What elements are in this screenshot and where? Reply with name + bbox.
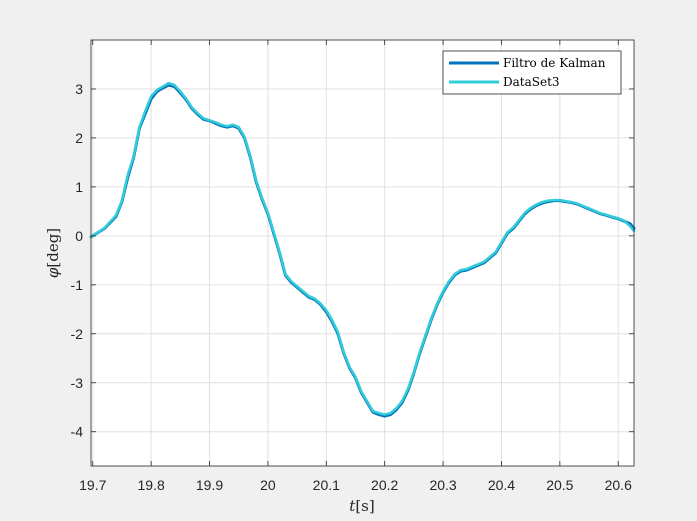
y-tick-label: 1 — [75, 179, 83, 195]
y-tick-label: 0 — [75, 228, 83, 244]
legend: Filtro de Kalman DataSet3 — [442, 50, 622, 95]
y-tick-label: 2 — [75, 130, 83, 146]
x-tick-label: 20.1 — [313, 477, 340, 493]
y-tick-label: -4 — [71, 424, 84, 440]
series-line-dataset3 — [89, 81, 636, 416]
y-tick-label: -2 — [71, 326, 84, 342]
legend-box — [442, 50, 622, 95]
x-tick-label: 19.9 — [196, 477, 223, 493]
x-axis-label: t[s] — [349, 497, 374, 515]
legend-label-kalman: Filtro de Kalman — [503, 56, 606, 70]
y-tick-label: -3 — [71, 375, 84, 391]
x-tick-label: 20.5 — [546, 477, 573, 493]
x-tick-label: 20.6 — [605, 477, 632, 493]
y-tick-label: -1 — [71, 277, 84, 293]
x-axis-label-var: t — [349, 497, 356, 515]
x-axis-label-unit: [s] — [355, 497, 374, 515]
y-axis-label: φ[deg] — [44, 228, 62, 278]
tick-labels: 19.7 19.8 19.9 20 20.1 20.2 20.3 20.4 20.5 20.6-4… — [71, 81, 633, 493]
ticks — [91, 40, 634, 466]
series-group — [89, 81, 636, 418]
plot-frame — [90, 39, 635, 467]
x-tick-label: 20.3 — [429, 477, 456, 493]
x-tick-label: 19.7 — [79, 477, 106, 493]
plot-area-background — [91, 40, 634, 466]
grid — [91, 40, 634, 466]
x-tick-label: 20 — [260, 477, 276, 493]
x-tick-label: 20.4 — [488, 477, 515, 493]
x-tick-label: 20.2 — [371, 477, 398, 493]
legend-label-dataset3: DataSet3 — [503, 75, 560, 89]
x-tick-label: 19.8 — [138, 477, 165, 493]
y-axis-label-unit: [deg] — [44, 228, 62, 268]
y-tick-label: 3 — [75, 81, 83, 97]
y-axis-label-var: φ — [44, 267, 62, 278]
